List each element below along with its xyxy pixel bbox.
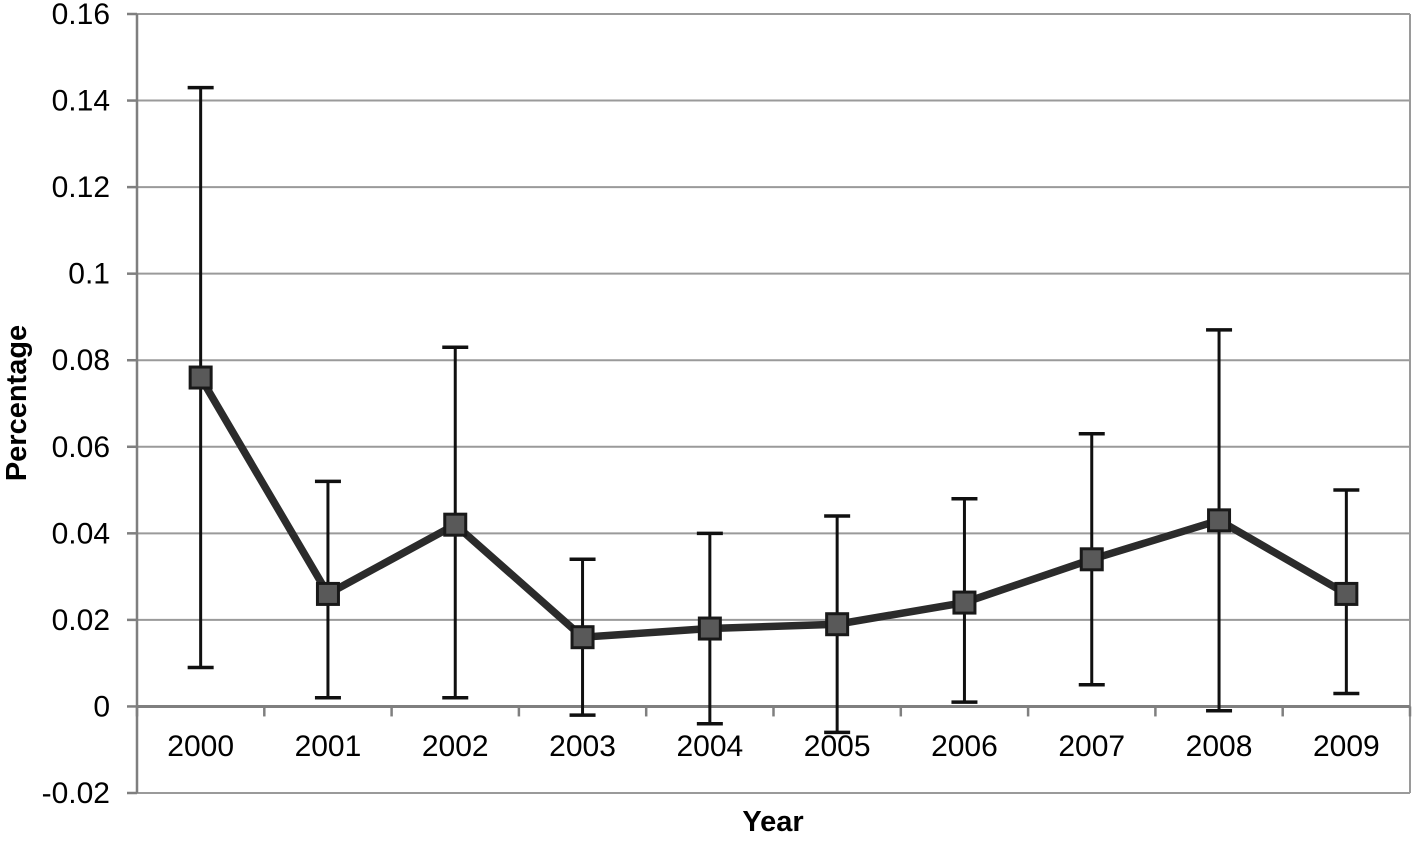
- data-point-marker: [315, 581, 340, 606]
- data-point-marker: [188, 365, 213, 390]
- data-point-marker: [697, 616, 722, 641]
- data-point-marker: [825, 612, 850, 637]
- y-tick-label: 0: [93, 690, 110, 723]
- x-tick-label: 2006: [931, 730, 998, 763]
- x-tick-label: 2004: [676, 730, 743, 763]
- data-point-marker: [1334, 581, 1359, 606]
- y-tick-label: 0.08: [52, 344, 110, 377]
- x-tick-label: 2001: [295, 730, 362, 763]
- y-tick-label: 0.14: [52, 85, 110, 118]
- y-tick-label: 0.16: [52, 0, 110, 31]
- data-point-marker: [443, 512, 468, 537]
- data-point-marker: [1207, 508, 1232, 533]
- series-line: [197, 375, 1349, 642]
- y-tick-label: 0.02: [52, 604, 110, 637]
- y-axis-title: Percentage: [1, 325, 33, 481]
- x-tick-label: 2002: [422, 730, 489, 763]
- x-tick-label: 2007: [1058, 730, 1125, 763]
- x-axis-title: Year: [742, 806, 803, 836]
- x-tick-label: 2003: [549, 730, 616, 763]
- data-point-marker: [570, 625, 595, 650]
- y-tick-label: 0.04: [52, 517, 110, 550]
- data-point-marker: [1079, 547, 1104, 572]
- data-point-marker: [952, 590, 977, 615]
- x-tick-label: 2005: [804, 730, 871, 763]
- y-tick-label: 0.06: [52, 431, 110, 464]
- x-tick-label: 2009: [1313, 730, 1380, 763]
- x-tick-label: 2000: [167, 730, 234, 763]
- y-tick-label: 0.12: [52, 171, 110, 204]
- y-tick-label: 0.1: [68, 258, 110, 291]
- y-tick-label: -0.02: [42, 777, 110, 810]
- x-tick-label: 2008: [1186, 730, 1253, 763]
